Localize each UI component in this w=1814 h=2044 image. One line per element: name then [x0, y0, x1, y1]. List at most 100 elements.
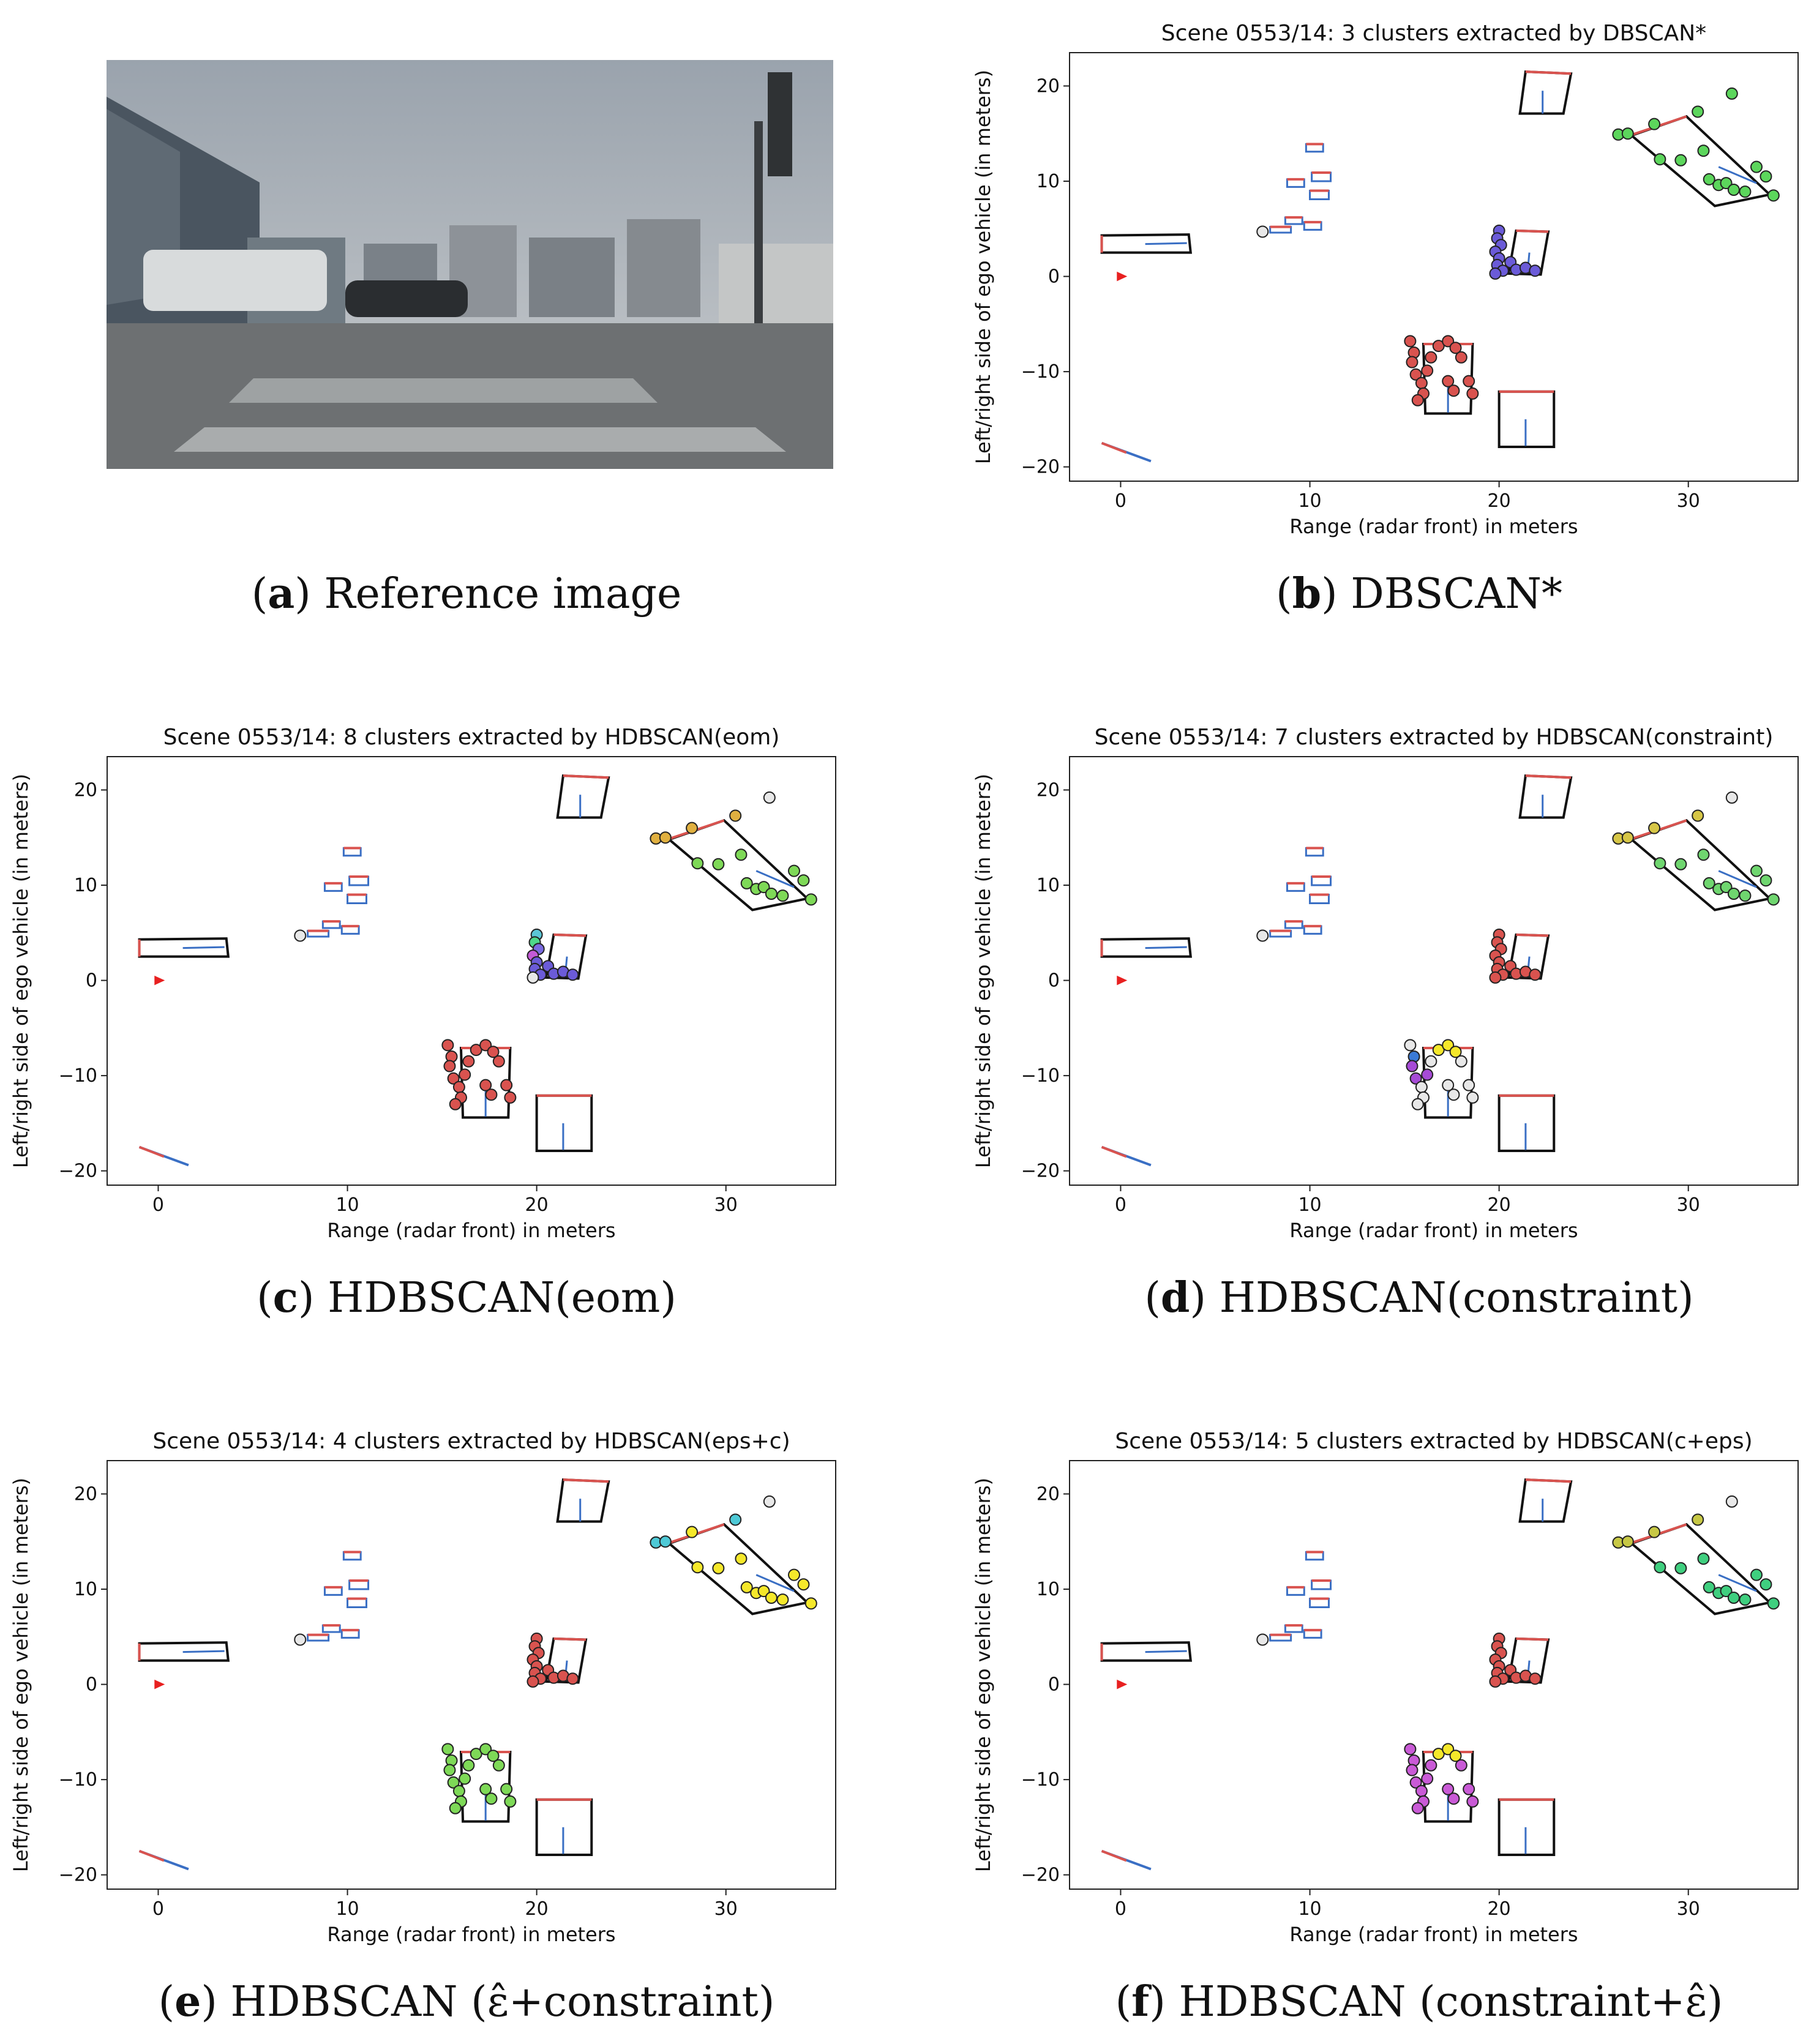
object-front-edge — [563, 774, 609, 779]
radar-point — [1725, 87, 1738, 100]
radar-point — [1409, 1072, 1422, 1085]
radar-point — [1648, 822, 1661, 834]
radar-point — [1411, 394, 1424, 406]
object-heading — [1718, 1574, 1757, 1592]
radar-point — [487, 1046, 500, 1058]
radar-point — [1674, 858, 1687, 870]
radar-point — [479, 1783, 492, 1795]
object-heading — [182, 946, 225, 949]
ego-vehicle-marker — [154, 1679, 165, 1690]
object-box — [347, 1598, 367, 1609]
x-tick-label: 10 — [1298, 490, 1321, 512]
caption-b: (b) DBSCAN* — [1276, 569, 1562, 618]
ego-vehicle-marker — [1117, 271, 1128, 282]
radar-point — [1449, 1046, 1462, 1058]
caption-c: (c) HDBSCAN(eom) — [257, 1273, 677, 1322]
radar-point — [729, 1513, 742, 1526]
radar-point — [1720, 177, 1733, 190]
x-tick-label: 20 — [525, 1898, 549, 1920]
x-tick-label: 10 — [335, 1194, 359, 1216]
x-axis-label: Range (radar front) in meters — [1289, 1923, 1578, 1946]
radar-point — [765, 888, 778, 900]
radar-point — [1674, 154, 1687, 167]
radar-point — [479, 1079, 492, 1091]
radar-point — [443, 1060, 456, 1073]
radar-point — [1750, 160, 1763, 173]
radar-point — [740, 877, 753, 889]
radar-point — [1404, 335, 1417, 348]
radar-point — [294, 929, 307, 942]
x-tick-label: 30 — [1677, 1898, 1700, 1920]
object-front-edge — [553, 933, 587, 937]
radar-point — [757, 881, 770, 894]
object-box — [1497, 1094, 1556, 1152]
radar-point — [447, 1776, 460, 1789]
object-box — [1518, 70, 1573, 115]
radar-point — [449, 1098, 462, 1110]
radar-point — [492, 1055, 505, 1068]
object-front-edge — [1516, 1637, 1549, 1641]
y-axis-label: Left/right side of ego vehicle (in meter… — [9, 1478, 32, 1872]
y-tick-label: −10 — [1021, 1769, 1060, 1791]
radar-point — [1529, 968, 1542, 981]
panel-a — [107, 60, 833, 469]
radar-point — [1256, 225, 1269, 238]
radar-point — [566, 968, 579, 981]
panel-e: Scene 0553/14: 4 clusters extracted by H… — [0, 1424, 845, 1953]
object-box — [348, 875, 370, 886]
object-box — [347, 894, 367, 905]
radar-point — [1760, 874, 1772, 887]
object-heading — [1145, 1650, 1187, 1653]
chart-title: Scene 0553/14: 3 clusters extracted by D… — [1161, 21, 1706, 46]
radar-point — [1463, 375, 1475, 387]
radar-point — [527, 971, 539, 984]
radar-point — [1648, 118, 1661, 130]
y-tick-label: −20 — [1021, 1161, 1060, 1182]
radar-point — [1720, 881, 1733, 894]
object-front-edge — [1516, 933, 1549, 937]
x-tick-label: 20 — [1488, 1194, 1511, 1216]
radar-point — [1654, 857, 1666, 870]
radar-point — [1760, 1578, 1772, 1591]
object-box — [556, 774, 610, 819]
radar-point — [1692, 105, 1704, 118]
x-tick-label: 10 — [1298, 1194, 1321, 1216]
radar-point — [735, 848, 748, 861]
radar-point — [797, 874, 810, 887]
radar-point — [500, 1783, 513, 1795]
radar-point — [1767, 189, 1780, 202]
radar-point — [441, 1039, 454, 1052]
object-box — [1309, 190, 1330, 201]
object-heading — [755, 1574, 795, 1592]
object-heading — [1145, 946, 1187, 949]
x-tick-label: 30 — [714, 1898, 738, 1920]
radar-point — [1447, 384, 1460, 397]
object-heading — [1145, 242, 1187, 245]
radar-point — [729, 809, 742, 822]
object-box — [535, 1094, 593, 1152]
radar-point — [1739, 1593, 1752, 1606]
radar-point — [1415, 1784, 1428, 1797]
x-axis-label: Range (radar front) in meters — [1289, 515, 1578, 538]
plot-frame — [107, 1460, 836, 1890]
x-axis-label: Range (radar front) in meters — [327, 1219, 615, 1242]
object-box — [348, 1579, 370, 1590]
radar-point — [776, 889, 789, 902]
radar-point — [686, 1526, 699, 1538]
y-tick-label: 10 — [1036, 171, 1060, 192]
radar-point — [776, 1593, 789, 1606]
radar-point — [1442, 375, 1455, 387]
plot-frame — [107, 756, 836, 1186]
radar-point — [1463, 1783, 1475, 1795]
radar-point — [1489, 267, 1502, 280]
radar-point — [691, 1561, 704, 1574]
radar-point — [1739, 889, 1752, 902]
radar-point — [1674, 1562, 1687, 1574]
x-tick-label: 20 — [525, 1194, 549, 1216]
radar-point — [504, 1091, 517, 1104]
radar-point — [1415, 376, 1428, 389]
radar-point — [449, 1802, 462, 1814]
radar-point — [1529, 264, 1542, 277]
radar-point — [485, 1792, 498, 1805]
panel-b: Scene 0553/14: 3 clusters extracted by D… — [962, 16, 1807, 545]
